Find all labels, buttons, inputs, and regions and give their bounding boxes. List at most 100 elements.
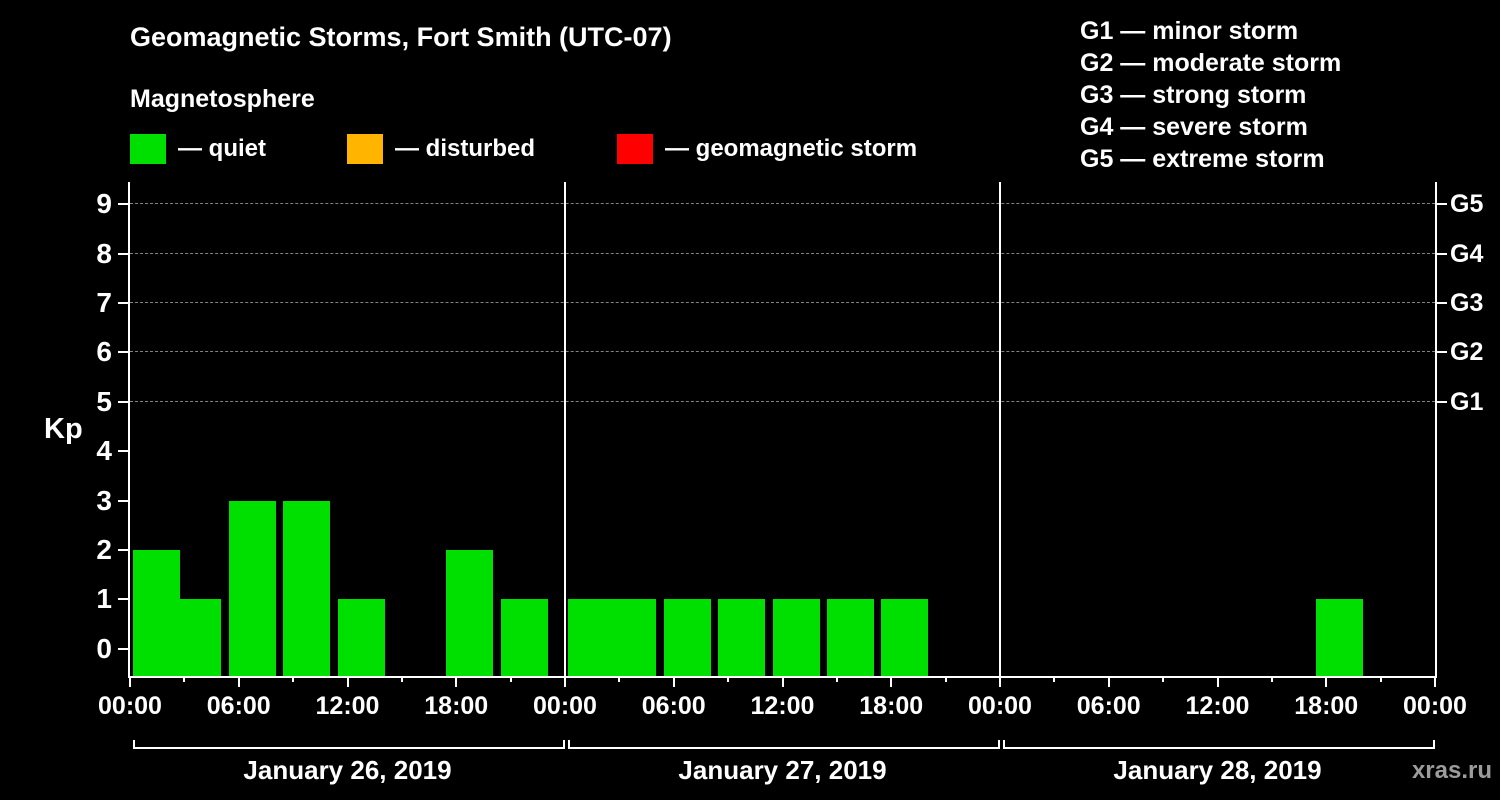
y-axis-tick bbox=[118, 598, 129, 601]
kp-bar bbox=[609, 599, 657, 676]
x-axis-minor-tick bbox=[400, 676, 403, 682]
x-axis-label: 12:00 bbox=[315, 692, 380, 720]
x-axis-line bbox=[128, 676, 1437, 678]
day-bracket bbox=[133, 740, 565, 749]
chart-title: Geomagnetic Storms, Fort Smith (UTC-07) bbox=[130, 22, 672, 52]
y-axis-label: 3 bbox=[96, 484, 112, 516]
g-legend-item-g1: G1 — minor storm bbox=[1080, 17, 1299, 45]
g-axis-tick bbox=[1436, 252, 1447, 255]
g-legend-item-g4: G4 — severe storm bbox=[1080, 113, 1308, 141]
legend-swatch-quiet bbox=[130, 134, 166, 164]
y-axis-label: 8 bbox=[96, 237, 112, 269]
x-axis-label: 06:00 bbox=[1076, 692, 1141, 720]
y-axis-tick bbox=[118, 549, 129, 552]
x-axis-label: 18:00 bbox=[424, 692, 489, 720]
y-axis-label: 5 bbox=[96, 385, 112, 417]
g-axis-tick bbox=[1436, 351, 1447, 354]
x-axis-label: 18:00 bbox=[1294, 692, 1359, 720]
watermark: xras.ru bbox=[1411, 757, 1492, 784]
g-axis-label: G5 bbox=[1450, 190, 1484, 219]
x-axis-tick bbox=[1434, 676, 1436, 687]
kp-bar bbox=[1316, 599, 1364, 676]
x-axis-minor-tick bbox=[1162, 676, 1165, 682]
y-axis-label: 6 bbox=[96, 336, 112, 368]
day-bracket bbox=[568, 740, 1000, 749]
y-axis-label: 9 bbox=[96, 188, 112, 220]
kp-bar bbox=[568, 599, 615, 676]
x-axis-tick bbox=[1107, 676, 1110, 687]
y-axis-label: 0 bbox=[96, 632, 112, 664]
kp-bar bbox=[283, 500, 331, 676]
x-axis-label: 06:00 bbox=[641, 692, 706, 720]
kp-bar bbox=[337, 599, 385, 676]
kp-bar bbox=[826, 599, 874, 676]
date-label: January 27, 2019 bbox=[678, 755, 887, 785]
x-axis-label: 06:00 bbox=[206, 692, 271, 720]
y-axis-label: 4 bbox=[96, 435, 112, 467]
x-axis-minor-tick bbox=[835, 676, 838, 682]
x-axis-label: 00:00 bbox=[968, 692, 1032, 720]
x-axis-tick bbox=[672, 676, 675, 687]
y-axis-label: 7 bbox=[96, 287, 112, 319]
chart-subtitle: Magnetosphere bbox=[130, 85, 315, 113]
x-axis-minor-tick bbox=[1053, 676, 1056, 682]
x-axis-minor-tick bbox=[1270, 676, 1273, 682]
kp-bar bbox=[663, 599, 711, 676]
gridline-g2 bbox=[130, 351, 1435, 353]
x-axis-tick bbox=[346, 676, 349, 687]
gridline-g5 bbox=[130, 203, 1435, 205]
date-label: January 26, 2019 bbox=[243, 755, 452, 785]
x-axis-tick bbox=[129, 676, 131, 687]
x-axis-label: 00:00 bbox=[1403, 692, 1467, 720]
x-axis-label: 00:00 bbox=[98, 692, 162, 720]
legend-swatch-storm bbox=[617, 134, 653, 164]
date-label: January 28, 2019 bbox=[1113, 755, 1322, 785]
day-divider bbox=[564, 182, 566, 676]
y-axis-title: Kp bbox=[44, 413, 83, 445]
y-axis-tick bbox=[118, 302, 129, 305]
y-axis-label: 1 bbox=[96, 583, 112, 615]
y-axis-tick bbox=[118, 499, 129, 502]
x-axis-tick bbox=[455, 676, 458, 687]
gridline-g3 bbox=[130, 302, 1435, 304]
x-axis-minor-tick bbox=[183, 676, 186, 682]
legend-label-quiet: — quiet bbox=[178, 135, 266, 162]
gridline-g1 bbox=[130, 400, 1435, 402]
x-axis-tick bbox=[564, 676, 566, 687]
x-axis-minor-tick bbox=[509, 676, 512, 682]
y-axis-label: 2 bbox=[96, 534, 112, 566]
kp-bar bbox=[446, 550, 494, 676]
x-axis-label: 00:00 bbox=[533, 692, 597, 720]
kp-bar bbox=[718, 599, 766, 676]
g-legend-item-g5: G5 — extreme storm bbox=[1080, 145, 1325, 173]
x-axis-label: 12:00 bbox=[750, 692, 815, 720]
x-axis-label: 12:00 bbox=[1185, 692, 1250, 720]
kp-bar bbox=[228, 500, 276, 676]
x-axis-tick bbox=[890, 676, 893, 687]
gridline-g4 bbox=[130, 252, 1435, 254]
kp-bar bbox=[881, 599, 929, 676]
g-axis-tick bbox=[1436, 302, 1447, 305]
y-axis-tick bbox=[118, 647, 129, 650]
day-divider bbox=[999, 182, 1001, 676]
g-axis-label: G1 bbox=[1450, 387, 1484, 416]
kp-bar bbox=[174, 599, 222, 676]
g-axis-tick bbox=[1436, 203, 1447, 206]
g-axis-label: G3 bbox=[1450, 289, 1484, 318]
x-axis-label: 18:00 bbox=[859, 692, 924, 720]
x-axis-tick bbox=[1216, 676, 1219, 687]
x-axis-tick bbox=[237, 676, 240, 687]
x-axis-tick bbox=[999, 676, 1001, 687]
y-axis-tick bbox=[118, 252, 129, 255]
g-legend-item-g3: G3 — strong storm bbox=[1080, 81, 1307, 109]
day-bracket bbox=[1003, 740, 1435, 749]
g-axis-label: G4 bbox=[1450, 239, 1484, 268]
x-axis-minor-tick bbox=[727, 676, 730, 682]
g-axis-tick bbox=[1436, 400, 1447, 403]
legend-swatch-disturbed bbox=[347, 134, 383, 164]
x-axis-tick bbox=[1325, 676, 1328, 687]
y-axis-tick bbox=[118, 203, 129, 206]
